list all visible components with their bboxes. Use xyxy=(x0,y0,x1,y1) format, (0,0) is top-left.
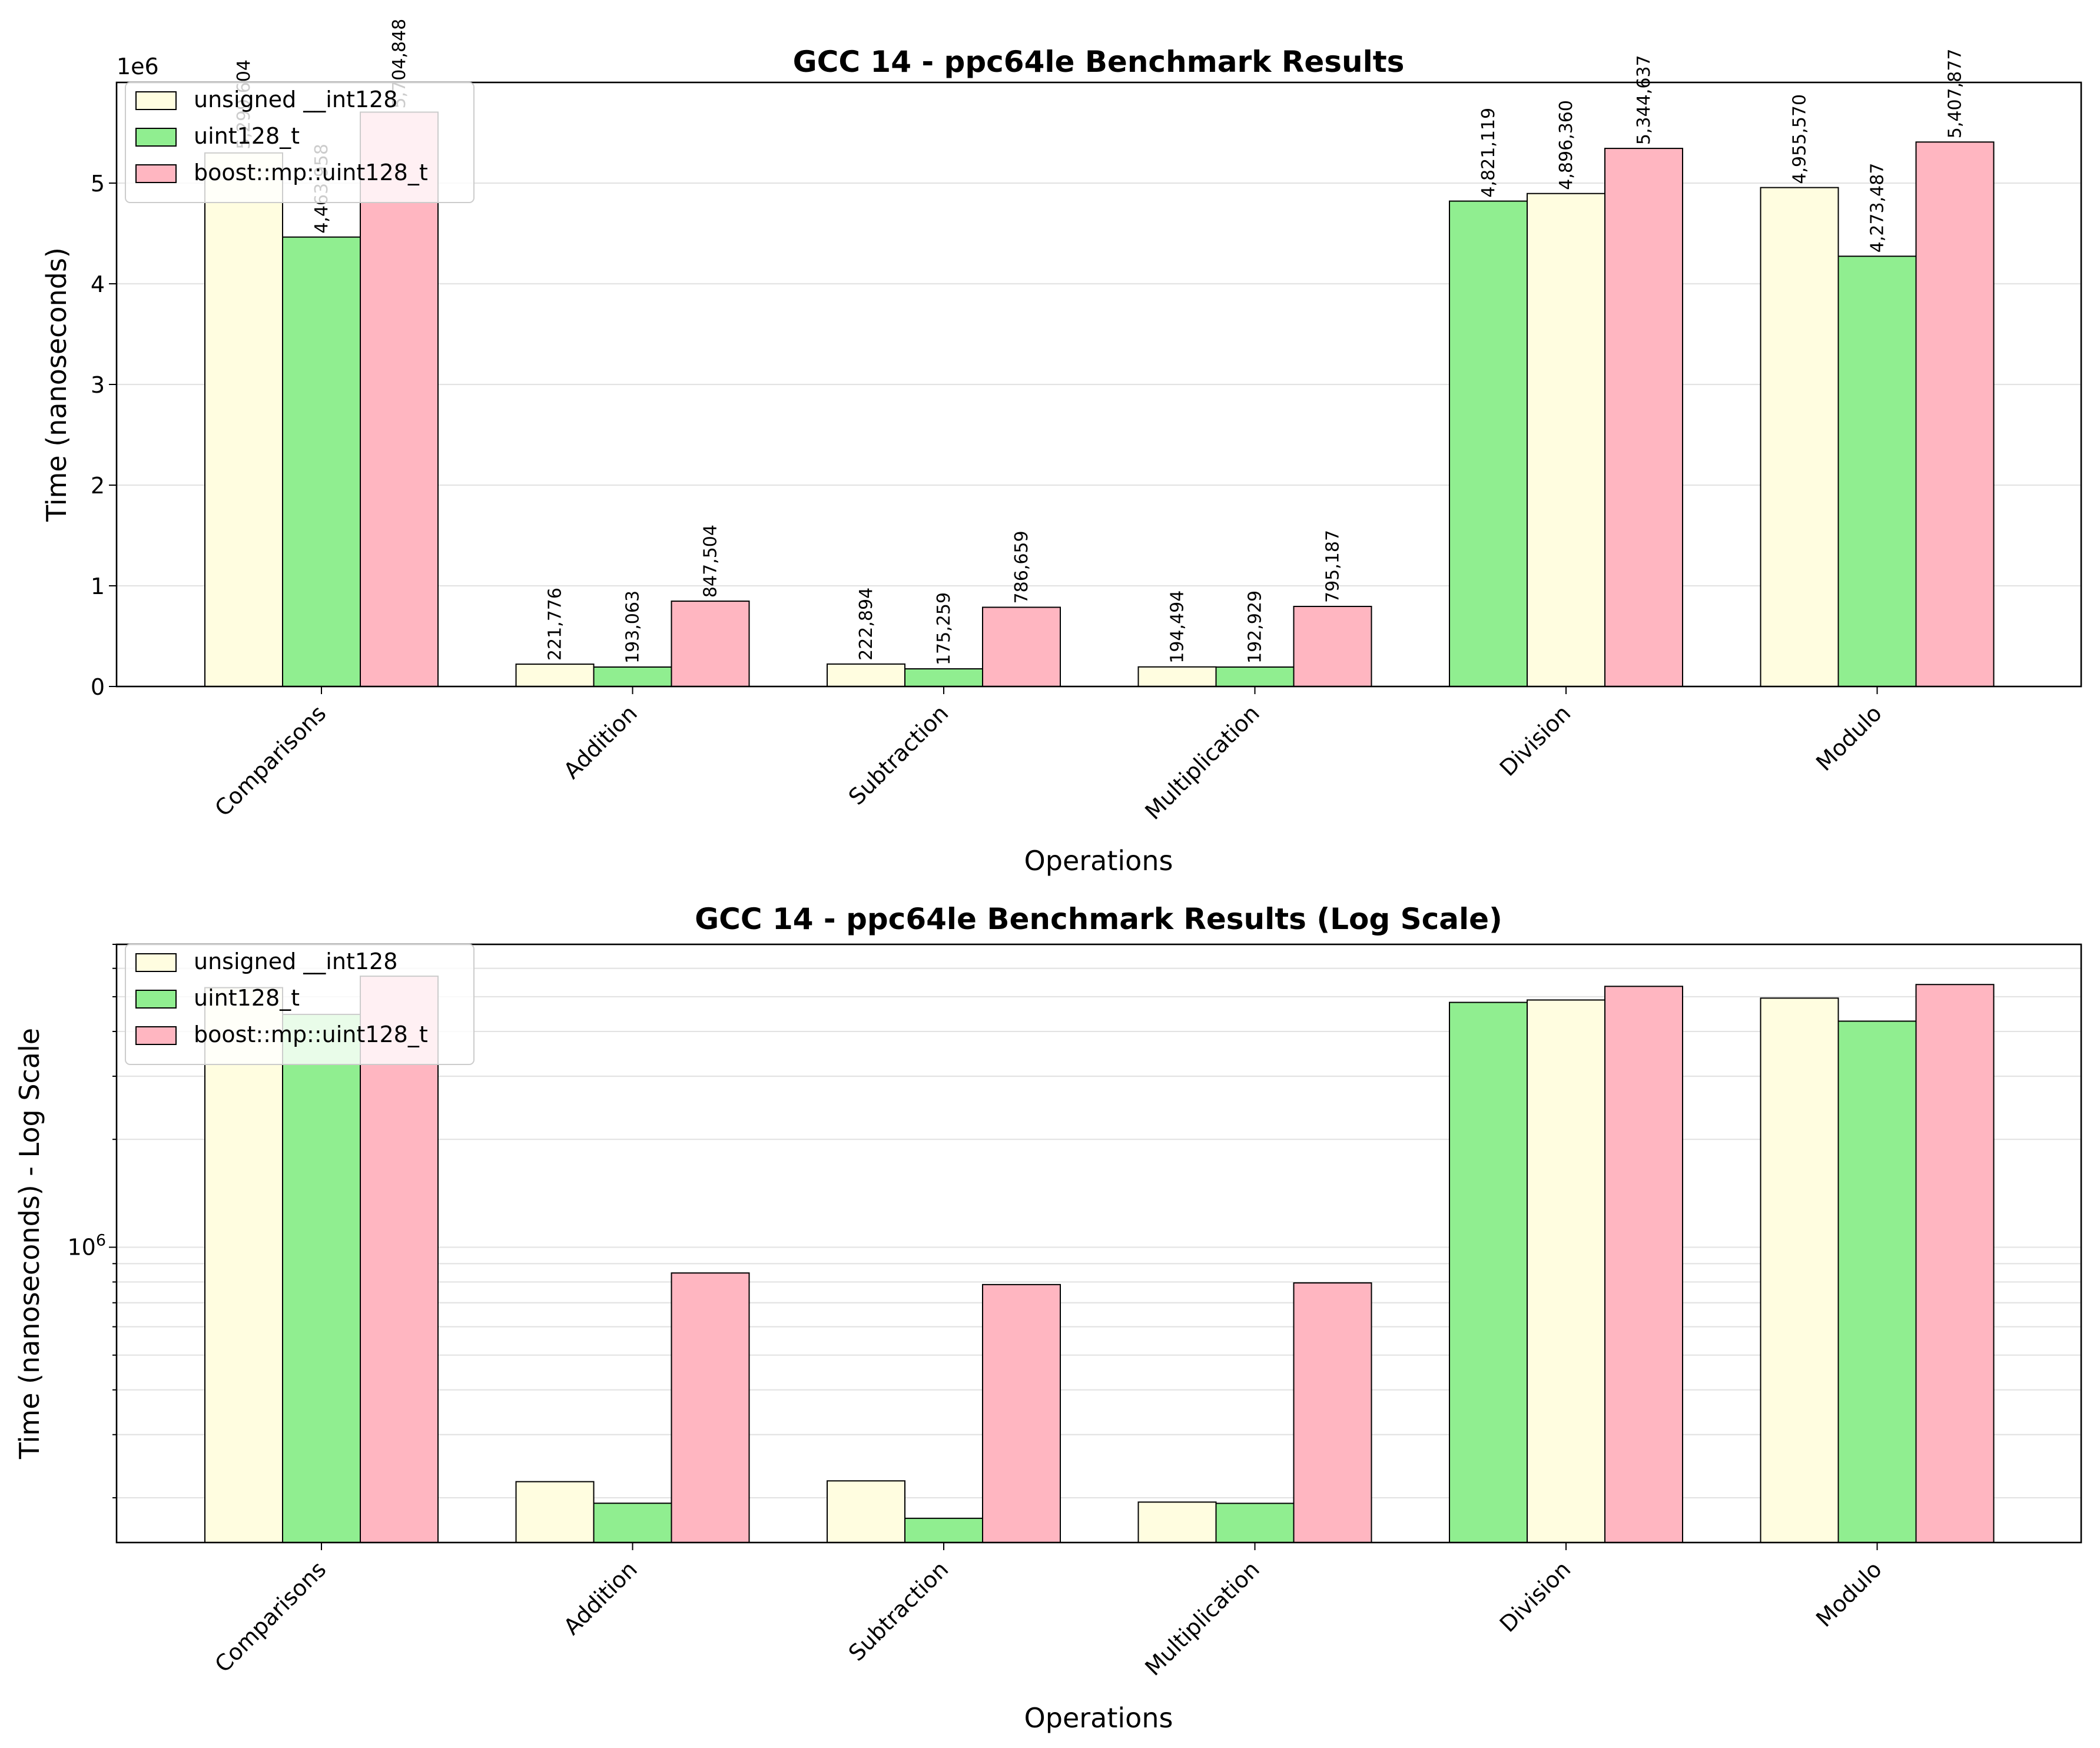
legend-label: unsigned __int128 xyxy=(194,948,397,974)
y-axis-ticks: 106 xyxy=(67,944,117,1498)
bar-group xyxy=(204,976,1995,1544)
bar-uint128-t-multiplication xyxy=(1215,1502,1295,1544)
bar-uint128-t-subtraction xyxy=(904,668,983,688)
data-label: 786,659 xyxy=(1011,530,1032,603)
bar-unsigned-int128-comparisons xyxy=(204,987,283,1543)
legend: unsigned __int128uint128_tboost::mp::uin… xyxy=(125,944,475,1065)
x-axis-label: Operations xyxy=(1024,1702,1173,1734)
linear-chart-panel: 5,299,6044,463,9585,704,848221,776193,06… xyxy=(41,19,2082,877)
plot-area-frame xyxy=(115,81,2082,688)
bar-uint128-t-division xyxy=(1449,200,1528,688)
y-tick-label: 3 xyxy=(91,372,105,398)
data-label: 192,929 xyxy=(1245,591,1266,664)
legend-swatch-boost-mp-uint128-t xyxy=(135,1026,177,1045)
y-tick-label: 106 xyxy=(67,1231,106,1260)
legend-frame xyxy=(125,82,475,203)
chart-title: GCC 14 - ppc64le Benchmark Results xyxy=(793,45,1405,79)
bar-uint128-t-comparisons xyxy=(282,1013,361,1543)
bar-group xyxy=(204,111,1995,688)
bar-boost-mp-uint128-t-modulo xyxy=(1915,141,1995,687)
y-tick-label: 0 xyxy=(91,674,105,700)
bar-uint128-t-addition xyxy=(593,666,672,687)
y-offset-text: 1e6 xyxy=(117,54,159,79)
y-tick-label: 2 xyxy=(91,473,105,499)
legend-swatch-unsigned-int128 xyxy=(135,91,177,110)
x-axis-label: Operations xyxy=(1024,845,1173,877)
y-axis-label: Time (nanoseconds) - Log Scale xyxy=(14,1028,45,1460)
bar-uint128-t-multiplication xyxy=(1215,666,1295,688)
bar-boost-mp-uint128-t-addition xyxy=(671,601,750,688)
bar-uint128-t-comparisons xyxy=(282,236,361,687)
data-label: 4,896,360 xyxy=(1556,100,1577,190)
bar-unsigned-int128-subtraction xyxy=(827,663,905,688)
y-axis-ticks: 0 1 2 3 4 5 xyxy=(91,171,117,700)
bar-uint128-t-division xyxy=(1449,1001,1528,1543)
plot-area-frame xyxy=(115,943,2082,1544)
data-label: 175,259 xyxy=(934,592,954,665)
bar-unsigned-int128-addition xyxy=(515,1481,595,1543)
data-label: 847,504 xyxy=(701,525,721,598)
bar-boost-mp-uint128-t-addition xyxy=(671,1272,750,1544)
bar-boost-mp-uint128-t-subtraction xyxy=(982,606,1061,688)
data-label: 795,187 xyxy=(1323,530,1343,603)
chart-title: GCC 14 - ppc64le Benchmark Results (Log … xyxy=(695,902,1502,936)
legend-swatch-uint128-t xyxy=(135,990,177,1009)
bar-uint128-t-subtraction xyxy=(904,1517,983,1543)
legend-label: unsigned __int128 xyxy=(194,87,397,112)
data-label: 4,821,119 xyxy=(1478,108,1499,198)
bar-unsigned-int128-modulo xyxy=(1760,997,1839,1543)
legend: unsigned __int128uint128_tboost::mp::uin… xyxy=(125,82,475,203)
bar-unsigned-int128-multiplication xyxy=(1137,1501,1217,1544)
legend-swatch-unsigned-int128 xyxy=(135,953,177,972)
data-label: 4,273,487 xyxy=(1867,163,1888,253)
bar-boost-mp-uint128-t-division xyxy=(1604,148,1683,687)
bar-boost-mp-uint128-t-comparisons xyxy=(360,976,439,1544)
data-label: 193,063 xyxy=(623,591,643,664)
legend-label: uint128_t xyxy=(194,985,300,1011)
data-label: 194,494 xyxy=(1167,591,1188,664)
y-tick-label: 5 xyxy=(91,171,105,197)
data-label: 4,955,570 xyxy=(1790,94,1810,184)
legend-swatch-boost-mp-uint128-t xyxy=(135,164,177,183)
y-axis-label: Time (nanoseconds) xyxy=(41,247,72,522)
y-tick-label: 1 xyxy=(91,573,105,599)
legend-frame xyxy=(125,944,475,1065)
bar-unsigned-int128-division xyxy=(1527,999,1605,1543)
bar-uint128-t-modulo xyxy=(1837,256,1917,688)
bar-unsigned-int128-multiplication xyxy=(1137,666,1217,688)
legend-label: boost::mp::uint128_t xyxy=(194,1021,428,1047)
data-label: 221,776 xyxy=(545,588,566,661)
bar-unsigned-int128-division xyxy=(1527,193,1605,688)
legend-label: uint128_t xyxy=(194,123,300,149)
legend-label: boost::mp::uint128_t xyxy=(194,160,428,185)
bar-boost-mp-uint128-t-multiplication xyxy=(1293,606,1372,688)
legend-swatch-uint128-t xyxy=(135,128,177,147)
bar-uint128-t-addition xyxy=(593,1502,672,1544)
data-label: 222,894 xyxy=(856,588,877,661)
data-label: 5,407,877 xyxy=(1945,49,1966,139)
bar-boost-mp-uint128-t-subtraction xyxy=(982,1283,1061,1543)
bar-boost-mp-uint128-t-modulo xyxy=(1915,984,1995,1543)
bar-boost-mp-uint128-t-multiplication xyxy=(1293,1282,1372,1544)
bar-unsigned-int128-addition xyxy=(515,664,595,687)
bar-uint128-t-modulo xyxy=(1837,1020,1917,1543)
bar-unsigned-int128-subtraction xyxy=(827,1480,905,1544)
bar-boost-mp-uint128-t-division xyxy=(1604,986,1683,1543)
bar-unsigned-int128-comparisons xyxy=(204,152,283,688)
y-tick-label: 4 xyxy=(91,271,105,297)
data-label: 5,344,637 xyxy=(1634,55,1654,145)
bar-unsigned-int128-modulo xyxy=(1760,187,1839,687)
log-chart-panel: 106 Comparisons Addition Subtraction Multip… xyxy=(14,902,2082,1734)
